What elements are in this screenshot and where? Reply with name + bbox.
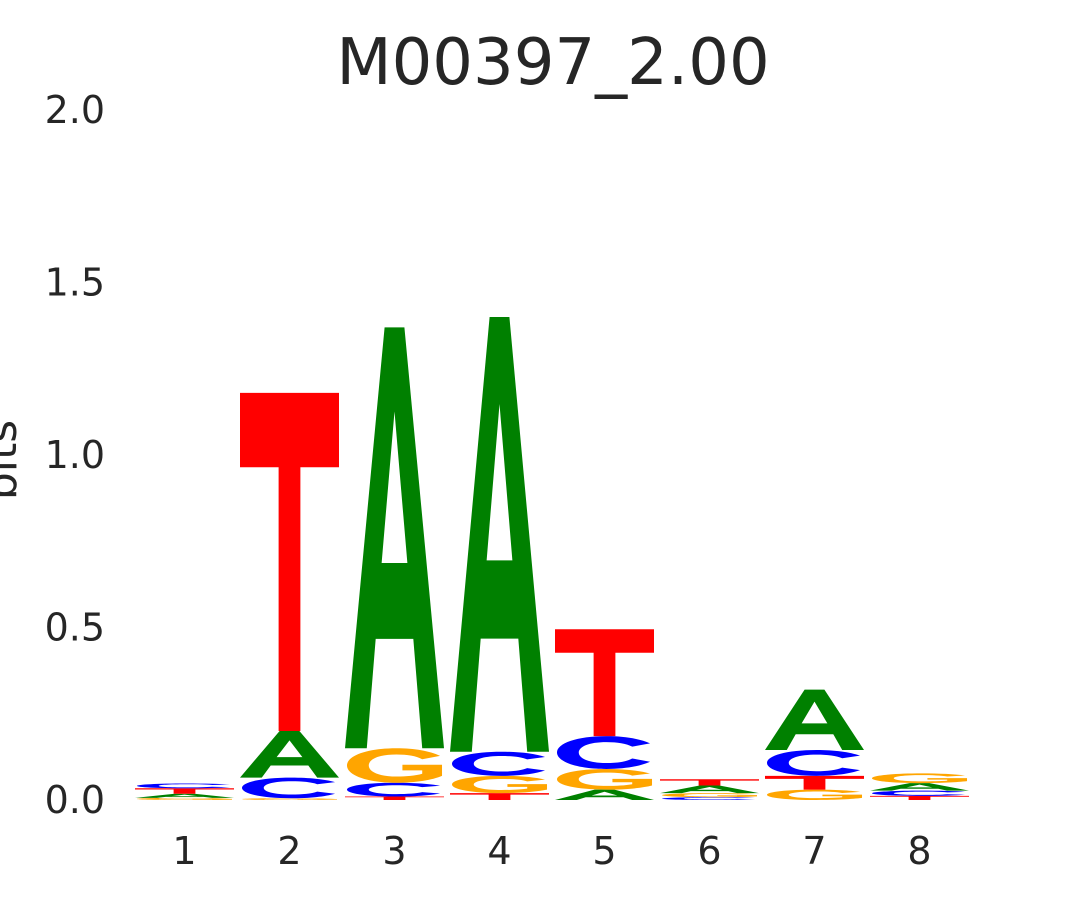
logo-letter-a xyxy=(765,689,864,750)
logo-letter-a xyxy=(555,789,654,800)
logo-letter-c xyxy=(661,797,756,800)
y-tick-label: 0.5 xyxy=(45,606,105,650)
logo-letter-g xyxy=(451,775,548,794)
logo-letter-c xyxy=(556,736,651,769)
logo-letter-a xyxy=(870,783,969,791)
logo-letter-c xyxy=(136,783,231,789)
x-tick-label: 7 xyxy=(802,829,826,873)
y-tick-label: 0.0 xyxy=(45,778,105,822)
logo-letter-stacks xyxy=(135,317,969,800)
x-axis-ticks: 1 2 3 4 5 6 7 8 xyxy=(172,829,931,873)
logo-letter-t xyxy=(870,795,969,800)
logo-letter-t xyxy=(765,775,864,790)
logo-letter-g xyxy=(346,748,443,783)
logo-letter-c xyxy=(766,749,861,776)
x-tick-label: 5 xyxy=(592,829,616,873)
logo-letter-c xyxy=(241,777,336,799)
y-tick-label: 2.0 xyxy=(45,88,105,132)
x-tick-label: 8 xyxy=(907,829,931,873)
y-tick-label: 1.5 xyxy=(45,261,105,305)
logo-letter-t xyxy=(555,629,654,737)
logo-letter-g xyxy=(241,798,338,800)
logo-letter-t xyxy=(660,779,759,786)
logo-letter-a xyxy=(240,731,339,778)
x-tick-label: 3 xyxy=(382,829,406,873)
x-tick-label: 1 xyxy=(172,829,196,873)
logo-letter-t xyxy=(135,788,234,794)
chart-title: M00397_2.00 xyxy=(336,26,769,100)
y-axis-ticks: 0.0 0.5 1.0 1.5 2.0 xyxy=(45,88,105,822)
logo-letter-a xyxy=(135,793,234,798)
logo-letter-a xyxy=(345,327,444,749)
x-tick-label: 4 xyxy=(487,829,511,873)
logo-letter-g xyxy=(871,773,968,784)
logo-letter-a xyxy=(660,785,759,794)
logo-letter-c xyxy=(451,751,546,776)
x-tick-label: 6 xyxy=(697,829,721,873)
y-axis-label: bits xyxy=(0,420,27,500)
logo-letter-g xyxy=(661,793,758,798)
logo-letter-t xyxy=(450,793,549,800)
logo-letter-g xyxy=(136,797,233,800)
logo-letter-c xyxy=(871,790,966,796)
y-tick-label: 1.0 xyxy=(45,433,105,477)
logo-letter-g xyxy=(556,768,653,790)
x-tick-label: 2 xyxy=(277,829,301,873)
logo-letter-c xyxy=(346,782,441,797)
logo-letter-t xyxy=(240,392,339,731)
logo-letter-g xyxy=(766,789,863,800)
logo-letter-a xyxy=(450,317,549,752)
logo-letter-t xyxy=(345,796,444,800)
